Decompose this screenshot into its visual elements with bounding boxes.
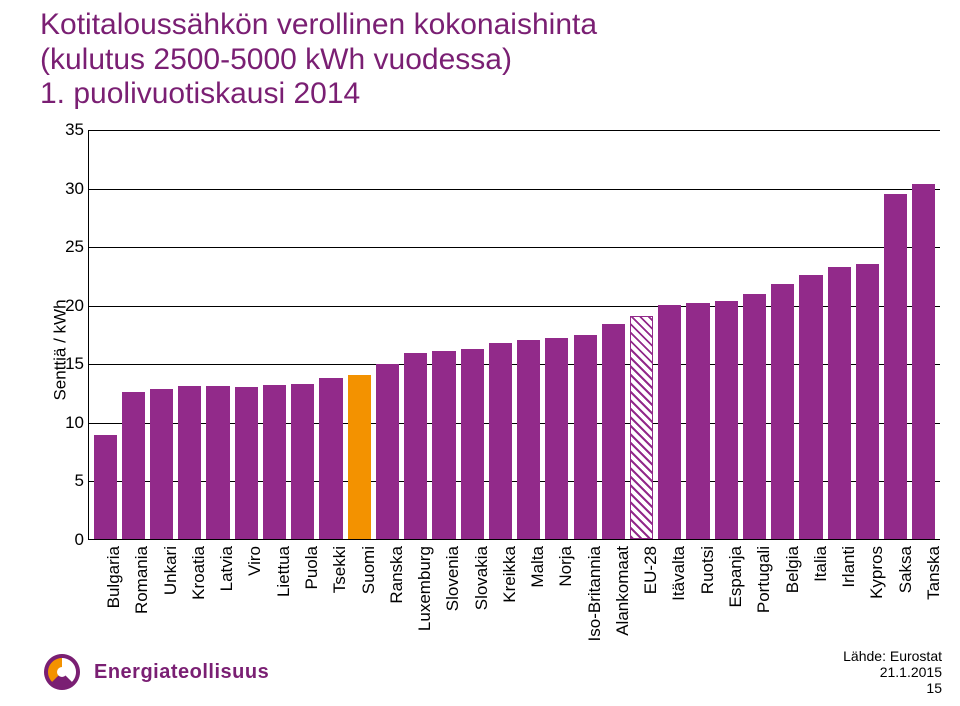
bar-slot xyxy=(684,130,712,539)
bar-slot xyxy=(656,130,684,539)
bar xyxy=(263,385,286,539)
bar xyxy=(235,387,258,539)
bar-slot xyxy=(571,130,599,539)
y-tick: 30 xyxy=(58,179,84,199)
bar-slot xyxy=(317,130,345,539)
bar-chart: Senttiä / kWh 05101520253035 BulgariaRom… xyxy=(40,130,940,570)
bar-slot xyxy=(853,130,881,539)
source-label: Lähde: Eurostat xyxy=(843,648,942,664)
bar xyxy=(630,316,653,539)
bar xyxy=(574,335,597,540)
bar xyxy=(715,301,738,539)
bar xyxy=(376,364,399,539)
footer: Energiateollisuus Lähde: Eurostat 21.1.2… xyxy=(0,640,942,700)
bar-slot xyxy=(289,130,317,539)
bar xyxy=(94,435,117,539)
bar xyxy=(912,184,935,539)
x-label: Tanska xyxy=(924,546,944,600)
bar xyxy=(743,294,766,539)
y-tick: 15 xyxy=(58,354,84,374)
slide: Kotitaloussähkön verollinen kokonaishint… xyxy=(0,0,960,706)
bar-slot xyxy=(119,130,147,539)
bar-slot xyxy=(486,130,514,539)
bar xyxy=(122,392,145,539)
date-label: 21.1.2015 xyxy=(880,664,942,680)
title-line-2: (kulutus 2500-5000 kWh vuodessa) xyxy=(40,43,940,78)
bar xyxy=(319,378,342,539)
bar xyxy=(686,303,709,539)
bar xyxy=(489,343,512,539)
bar xyxy=(348,375,371,539)
y-tick: 10 xyxy=(58,413,84,433)
bar xyxy=(291,384,314,539)
bars-container xyxy=(89,130,940,539)
logo-text: Energiateollisuus xyxy=(94,661,269,684)
bar-slot xyxy=(712,130,740,539)
bar-slot xyxy=(797,130,825,539)
bar xyxy=(404,353,427,539)
bar xyxy=(178,386,201,539)
bar xyxy=(517,340,540,539)
title-line-3: 1. puolivuotiskausi 2014 xyxy=(40,77,940,112)
bar xyxy=(150,389,173,539)
bar xyxy=(828,267,851,539)
bar-slot xyxy=(260,130,288,539)
bar xyxy=(206,386,229,539)
bar-slot xyxy=(543,130,571,539)
bar-slot xyxy=(232,130,260,539)
bar-slot xyxy=(882,130,910,539)
bar-slot xyxy=(147,130,175,539)
logo-icon xyxy=(40,650,84,694)
chart-title: Kotitaloussähkön verollinen kokonaishint… xyxy=(40,8,940,112)
page-number: 15 xyxy=(926,680,942,696)
bar-slot xyxy=(204,130,232,539)
bar-slot xyxy=(515,130,543,539)
y-tick: 5 xyxy=(58,471,84,491)
bar xyxy=(602,324,625,539)
bar-slot xyxy=(825,130,853,539)
bar xyxy=(461,349,484,539)
bar-slot xyxy=(769,130,797,539)
bar-slot xyxy=(458,130,486,539)
logo: Energiateollisuus xyxy=(40,650,269,694)
bar-slot xyxy=(740,130,768,539)
title-line-1: Kotitaloussähkön verollinen kokonaishint… xyxy=(40,8,940,43)
y-tick: 0 xyxy=(58,530,84,550)
y-tick: 25 xyxy=(58,237,84,257)
bar xyxy=(545,338,568,539)
bar-slot xyxy=(345,130,373,539)
bar-slot xyxy=(402,130,430,539)
bar-slot xyxy=(910,130,938,539)
bar xyxy=(432,351,455,539)
bar-slot xyxy=(176,130,204,539)
bar xyxy=(799,275,822,539)
bar-slot xyxy=(599,130,627,539)
bar xyxy=(856,264,879,539)
bar xyxy=(658,305,681,539)
bar-slot xyxy=(373,130,401,539)
bar-slot xyxy=(91,130,119,539)
bar-slot xyxy=(627,130,655,539)
bar xyxy=(884,194,907,539)
plot-area xyxy=(88,130,940,540)
y-tick: 35 xyxy=(58,120,84,140)
bar xyxy=(771,284,794,539)
y-tick: 20 xyxy=(58,296,84,316)
bar-slot xyxy=(430,130,458,539)
